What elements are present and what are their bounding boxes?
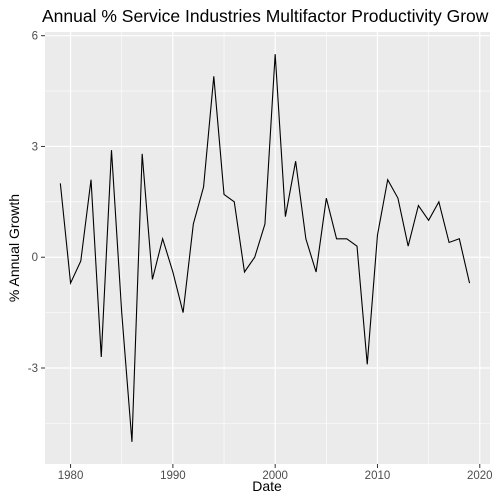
y-tick-label: 0 [32,252,38,264]
y-axis-label: % Annual Growth [6,194,22,302]
x-tick-label: 1980 [58,470,84,482]
major-gridlines [45,32,490,464]
x-tick-label: 2010 [365,470,391,482]
series-line [59,54,471,442]
plot-panel [45,32,490,464]
x-axis-label: Date [252,478,282,494]
y-tick-label: 6 [32,31,38,43]
minor-gridlines [45,32,490,464]
y-tick-label: -3 [28,363,38,375]
x-tick-label: 1990 [160,470,186,482]
x-tick-label: 2020 [467,470,493,482]
x-tick-label: 2000 [262,470,288,482]
chart-title: Annual % Service Industries Multifactor … [42,6,489,26]
x-axis: 1980 1990 2000 2010 2020 [58,464,493,482]
y-tick-label: 3 [32,141,38,153]
y-axis: -3 0 3 6 [28,31,45,375]
